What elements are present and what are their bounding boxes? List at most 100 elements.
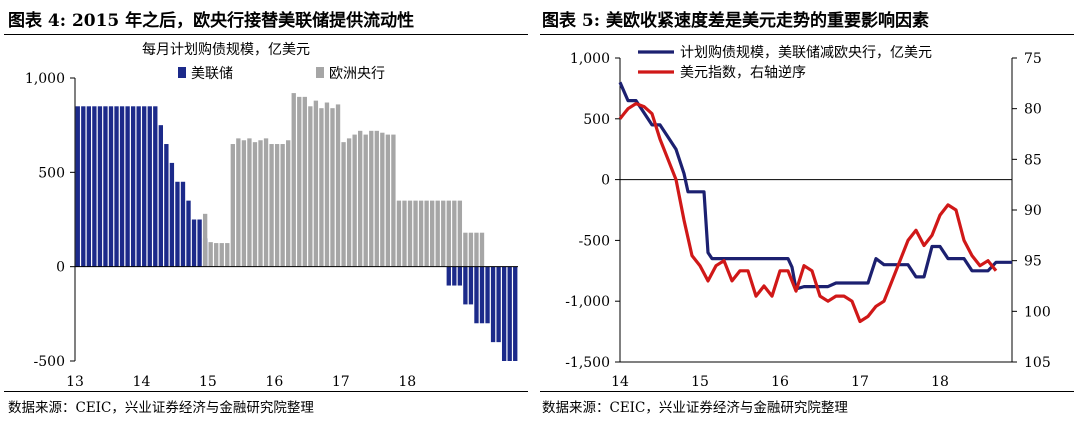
bar-1	[258, 140, 263, 267]
y2-tick-label: 100	[1024, 304, 1051, 320]
bar-0	[175, 181, 180, 267]
bar-0	[191, 219, 197, 267]
right-panel-title: 图表 5: 美欧收紧速度差是美元走势的重要影响因素	[542, 11, 929, 31]
bar-1	[291, 93, 296, 267]
bar-0	[108, 106, 114, 267]
bar-1	[319, 108, 324, 267]
bar-1	[324, 102, 330, 267]
left-title-rule	[4, 34, 528, 35]
bar-0	[479, 266, 485, 324]
left-source-rule	[4, 391, 528, 392]
bar-1	[236, 138, 241, 267]
x-tick-label: 13	[66, 374, 84, 390]
x-tick-label: 15	[199, 374, 217, 390]
bar-1	[435, 200, 440, 267]
y2-tick-label: 85	[1024, 152, 1042, 168]
bar-1	[252, 142, 258, 267]
bar-0	[457, 266, 463, 286]
bar-1	[346, 138, 352, 267]
bar-1	[385, 134, 391, 267]
bar-0	[158, 125, 163, 267]
bar-0	[164, 144, 169, 267]
bar-1	[479, 232, 485, 267]
y-tick-label: -500	[579, 233, 610, 249]
legend-label-1: 美元指数，右轴逆序	[680, 65, 806, 81]
bar-1	[280, 144, 285, 267]
bar-1	[402, 200, 407, 267]
bar-1	[463, 232, 468, 267]
bar-0	[501, 266, 507, 361]
bar-0	[507, 266, 512, 361]
x-tick-label: 18	[931, 374, 949, 390]
bar-0	[169, 162, 175, 267]
bar-1	[330, 108, 335, 267]
bar-1	[430, 200, 435, 267]
y-tick-label: 1,000	[570, 51, 610, 67]
bar-1	[225, 243, 230, 267]
legend-label-0: 美联储	[191, 66, 233, 82]
y-tick-label: 1,000	[25, 71, 65, 87]
bar-1	[263, 138, 269, 267]
bar-1	[468, 232, 474, 267]
y-tick-label: 500	[583, 112, 610, 128]
bar-1	[269, 144, 274, 267]
bar-1	[363, 134, 368, 267]
x-tick-label: 14	[133, 374, 151, 390]
bar-1	[308, 106, 313, 267]
bar-0	[147, 106, 152, 267]
x-tick-label: 18	[398, 374, 416, 390]
bar-1	[286, 140, 291, 267]
bar-0	[114, 106, 119, 267]
bar-1	[374, 130, 379, 267]
bar-1	[396, 200, 402, 267]
bar-1	[446, 200, 451, 267]
bar-0	[485, 266, 490, 324]
x-tick-label: 14	[611, 374, 629, 390]
y2-tick-label: 80	[1024, 102, 1042, 118]
left-chart-title: 每月计划购债规模，亿美元	[142, 42, 310, 58]
bar-0	[92, 106, 97, 267]
legend-label-1: 欧洲央行	[329, 66, 385, 82]
bar-1	[302, 96, 307, 267]
bar-1	[297, 96, 302, 267]
bar-0	[142, 106, 147, 267]
bar-1	[413, 200, 418, 267]
bar-0	[136, 106, 141, 267]
bar-1	[369, 130, 374, 267]
y-tick-label: 0	[601, 173, 610, 189]
series-line-0	[618, 81, 1012, 291]
bar-0	[446, 266, 451, 286]
bar-0	[81, 106, 86, 267]
bar-0	[125, 106, 130, 267]
bar-1	[457, 200, 463, 267]
bar-1	[247, 138, 252, 267]
bar-0	[513, 266, 518, 361]
bar-0	[496, 266, 501, 343]
bar-0	[197, 219, 202, 267]
bar-0	[153, 106, 158, 267]
bar-1	[335, 104, 341, 267]
bar-1	[358, 130, 363, 267]
left-panel-title: 图表 4: 2015 年之后，欧央行接替美联储提供流动性	[8, 11, 415, 31]
y-tick-label: 500	[38, 165, 65, 181]
bar-0	[474, 266, 479, 324]
bar-1	[202, 213, 208, 267]
bar-1	[441, 200, 446, 267]
bar-1	[274, 144, 280, 267]
y-tick-label: -500	[34, 354, 65, 370]
bar-1	[424, 200, 429, 267]
x-tick-label: 16	[771, 374, 789, 390]
bar-1	[452, 200, 457, 267]
right-source-note: 数据来源：CEIC，兴业证券经济与金融研究院整理	[542, 400, 848, 416]
bar-1	[407, 200, 413, 267]
y2-tick-label: 75	[1024, 51, 1042, 67]
bar-1	[418, 200, 424, 267]
bar-1	[208, 242, 213, 267]
bar-0	[180, 181, 186, 267]
bar-1	[219, 243, 224, 267]
bar-0	[103, 106, 108, 267]
legend-label-0: 计划购债规模，美联储减欧央行，亿美元	[680, 45, 932, 61]
bar-1	[341, 142, 346, 267]
right-line-chart: -1,500 -1,000 -500 0 500 1,000 75 80 85 90 95 100 10…	[565, 45, 1051, 390]
